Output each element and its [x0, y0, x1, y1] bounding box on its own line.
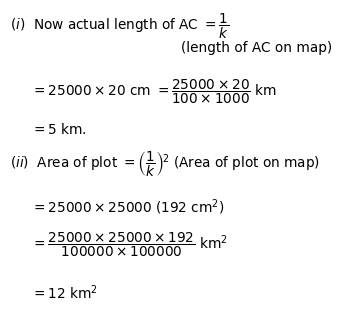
Text: (length of AC on map): (length of AC on map) — [181, 41, 333, 55]
Text: $= 12$ km$^{2}$: $= 12$ km$^{2}$ — [31, 283, 98, 302]
Text: $(ii)$  Area of plot $=\left(\dfrac{1}{k}\right)^{\!2}$ (Area of plot on map): $(ii)$ Area of plot $=\left(\dfrac{1}{k}… — [10, 150, 320, 179]
Text: $= 5$ km.: $= 5$ km. — [31, 122, 87, 137]
Text: $= 25000 \times 20$ cm $=\dfrac{25000 \times 20}{100 \times 1000}$ km: $= 25000 \times 20$ cm $=\dfrac{25000 \t… — [31, 77, 277, 106]
Text: $(i)$  Now actual length of AC $=\dfrac{1}{k}$: $(i)$ Now actual length of AC $=\dfrac{1… — [10, 12, 230, 41]
Text: $=\dfrac{25000 \times 25000 \times 192}{100000 \times 100000}$ km$^{2}$: $=\dfrac{25000 \times 25000 \times 192}{… — [31, 230, 229, 259]
Text: $= 25000 \times 25000$ (192 cm$^{2}$): $= 25000 \times 25000$ (192 cm$^{2}$) — [31, 197, 225, 217]
